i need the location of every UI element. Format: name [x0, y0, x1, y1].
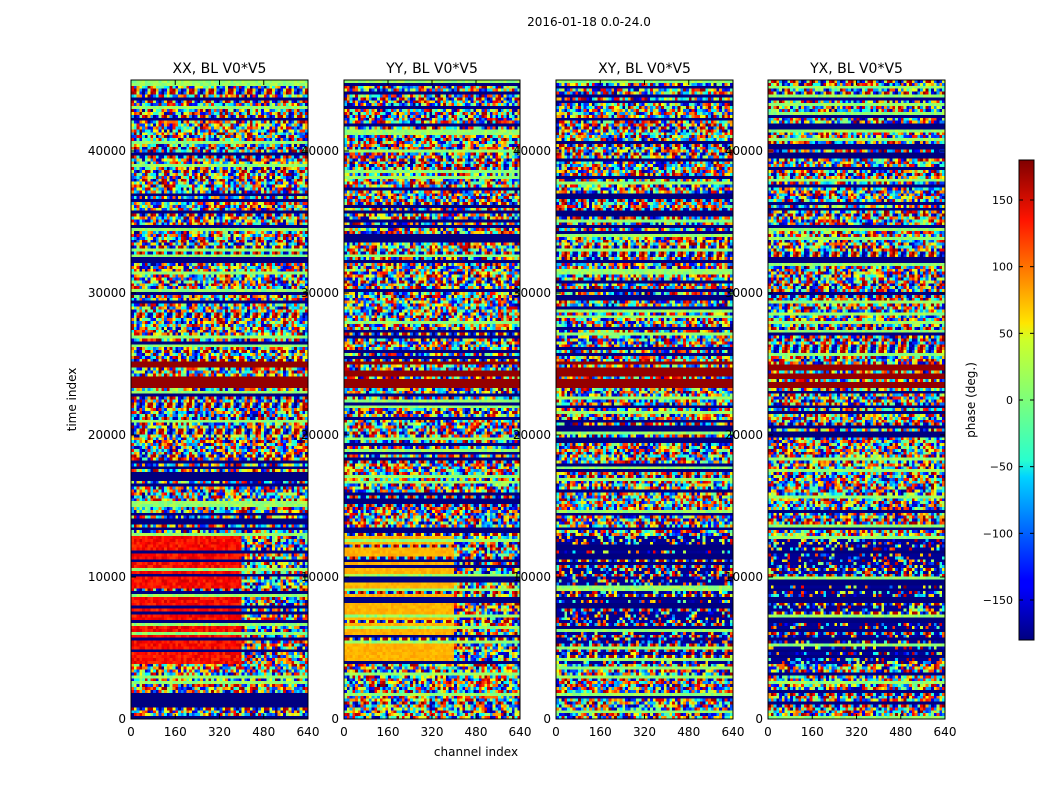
panel-title: XY, BL V0*V5	[598, 61, 691, 77]
x-tick-label: 160	[377, 725, 400, 739]
y-tick-label: 10000	[88, 570, 126, 584]
x-tick-label: 480	[465, 725, 488, 739]
colorbar-tick-label: 0	[1006, 394, 1013, 407]
x-tick-label: 320	[845, 725, 868, 739]
y-tick-label: 20000	[513, 428, 551, 442]
y-tick-label: 20000	[88, 428, 126, 442]
panel-1: XX, BL V0*V5 0 160 320 480 640 0 10000 20000 3000…	[65, 61, 319, 739]
x-tick-label: 640	[297, 725, 320, 739]
y-tick-label: 0	[331, 712, 339, 726]
y-tick-label: 40000	[88, 144, 126, 158]
y-tick-label: 40000	[725, 144, 763, 158]
colorbar-ticks: 150 100 50 0 −50 −100 −150	[983, 194, 1034, 607]
y-tick-label: 30000	[725, 286, 763, 300]
x-tick-label: 0	[764, 725, 772, 739]
x-tick-label: 160	[164, 725, 187, 739]
x-tick-label: 480	[889, 725, 912, 739]
colorbar-tick-label: −150	[983, 594, 1013, 607]
panel-title: XX, BL V0*V5	[173, 61, 267, 77]
heatmap-image	[131, 80, 308, 719]
panel-title: YY, BL V0*V5	[385, 61, 478, 77]
y-tick-label: 0	[755, 712, 763, 726]
colorbar-tick-label: 150	[992, 194, 1013, 207]
x-tick-label: 480	[677, 725, 700, 739]
y-tick-label: 40000	[513, 144, 551, 158]
y-tick-label: 10000	[301, 570, 339, 584]
x-tick-label: 640	[934, 725, 957, 739]
x-tick-label: 0	[552, 725, 560, 739]
heatmap-image	[344, 80, 520, 719]
x-tick-label: 0	[127, 725, 135, 739]
x-tick-label: 320	[208, 725, 231, 739]
panel-3: XY, BL V0*V5 0 160 320 480 640 0 10000 20000 3000…	[513, 61, 745, 739]
colorbar-tick-label: 100	[992, 261, 1013, 274]
y-tick-label: 10000	[725, 570, 763, 584]
y-tick-label: 30000	[88, 286, 126, 300]
y-tick-label: 30000	[513, 286, 551, 300]
figure-title: 2016-01-18 0.0-24.0	[527, 15, 651, 29]
heatmap-panels: XX, BL V0*V5 0 160 320 480 640 0 10000 20000 3000…	[65, 61, 956, 759]
x-axis-label: channel index	[434, 745, 518, 759]
x-tick-label: 320	[421, 725, 444, 739]
y-tick-label: 40000	[301, 144, 339, 158]
x-tick-label: 160	[801, 725, 824, 739]
x-tick-label: 480	[252, 725, 275, 739]
x-tick-label: 640	[509, 725, 532, 739]
y-tick-label: 0	[543, 712, 551, 726]
y-tick-label: 20000	[301, 428, 339, 442]
panel-2: YY, BL V0*V5 0 160 320 480 640 0 10000 20000 3000…	[301, 61, 532, 759]
panel-title: YX, BL V0*V5	[809, 61, 903, 77]
x-tick-label: 640	[722, 725, 745, 739]
panel-4: YX, BL V0*V5 0 160 320 480 640 0 10000 20000 3000…	[725, 61, 957, 739]
x-tick-label: 0	[340, 725, 348, 739]
x-tick-label: 160	[589, 725, 612, 739]
y-axis-label: time index	[65, 368, 79, 432]
heatmap-image	[556, 80, 733, 719]
heatmap-image	[768, 80, 945, 719]
x-tick-label: 320	[633, 725, 656, 739]
y-tick-label: 30000	[301, 286, 339, 300]
y-tick-label: 20000	[725, 428, 763, 442]
y-tick-label: 0	[118, 712, 126, 726]
colorbar-tick-label: 50	[999, 327, 1013, 340]
colorbar-tick-label: −50	[990, 461, 1013, 474]
colorbar-label: phase (deg.)	[964, 362, 978, 438]
y-tick-label: 10000	[513, 570, 551, 584]
colorbar: 150 100 50 0 −50 −100 −150 phase (deg.)	[964, 159, 1035, 641]
colorbar-tick-label: −100	[983, 527, 1013, 540]
